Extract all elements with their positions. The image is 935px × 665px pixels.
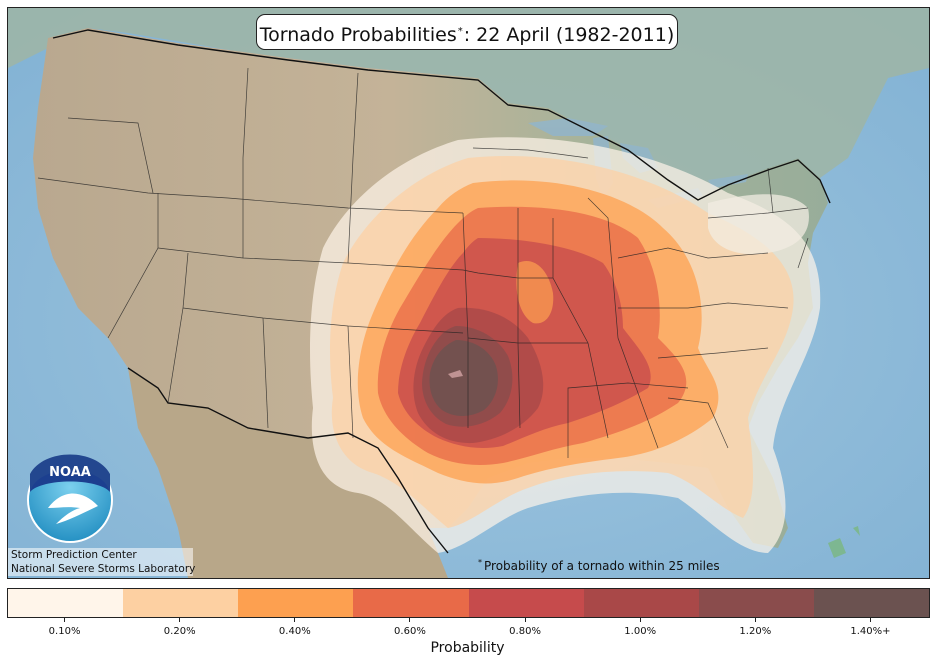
colorbar-segment [123, 589, 239, 617]
colorbar-tick: 0.40% [250, 617, 340, 637]
mexico-land [128, 368, 448, 578]
tick-mark [639, 617, 641, 622]
colorbar-segment [238, 589, 354, 617]
canada-land [8, 8, 929, 198]
tick-mark [64, 617, 66, 622]
colorbar-ticks: 0.10% 0.20% 0.40% 0.60% 0.80% 1.00% 1.20% 1.40%… [7, 617, 930, 637]
noaa-logo-text: NOAA [49, 465, 91, 480]
colorbar-segment [8, 589, 124, 617]
colorbar [7, 588, 930, 618]
contour-1.40 [429, 340, 498, 416]
tick-mark [179, 617, 181, 622]
footnote-text: Probability of a tornado within 25 miles [484, 559, 720, 573]
tick-label: 0.80% [509, 626, 541, 637]
tick-mark [869, 617, 871, 622]
colorbar-segment [468, 589, 584, 617]
colorbar-tick: 0.80% [480, 617, 570, 637]
map-title: Tornado Probabilities*: 22 April (1982-2… [256, 14, 678, 50]
tick-mark [524, 617, 526, 622]
colorbar-segment [813, 589, 929, 617]
title-date: : 22 April (1982-2011) [463, 24, 675, 46]
colorbar-segment [583, 589, 699, 617]
colorbar-tick: 0.60% [365, 617, 455, 637]
title-marker: * [457, 26, 463, 37]
tick-label: 1.00% [624, 626, 657, 637]
tick-mark [294, 617, 296, 622]
colorbar-segment [353, 589, 469, 617]
tick-label: 0.20% [163, 626, 196, 637]
credit-line-spc: Storm Prediction Center [11, 549, 137, 561]
probability-contours [310, 137, 821, 553]
colorbar-segment [698, 589, 814, 617]
state-borders [37, 67, 809, 458]
us-border [52, 29, 831, 554]
colorbar-tick: 1.40%+ [825, 617, 915, 637]
title-text: Tornado Probabilities [259, 24, 457, 46]
tick-label: 0.10% [48, 626, 81, 637]
footnote-marker: * [478, 558, 482, 567]
tick-label: 0.40% [278, 626, 311, 637]
footnote: * Probability of a tornado within 25 mile… [478, 558, 720, 573]
credits: Storm Prediction Center National Severe … [8, 548, 196, 576]
credit-line-nssl: National Severe Storms Laboratory [11, 563, 196, 575]
noaa-logo: NOAA [27, 454, 113, 543]
tick-label: 0.60% [394, 626, 426, 637]
colorbar-label: Probability [430, 640, 505, 656]
map-svg: NOAA [8, 8, 929, 578]
tick-label: 1.40%+ [850, 626, 891, 637]
colorbar-tick: 1.00% [595, 617, 685, 637]
tick-label: 1.20% [739, 626, 772, 637]
islands [828, 526, 860, 558]
map-panel: NOAA [7, 7, 930, 579]
colorbar-tick: 1.20% [710, 617, 800, 637]
colorbar-tick: 0.20% [135, 617, 225, 637]
tick-mark [754, 617, 756, 622]
tick-mark [409, 617, 411, 622]
colorbar-tick: 0.10% [20, 617, 110, 637]
